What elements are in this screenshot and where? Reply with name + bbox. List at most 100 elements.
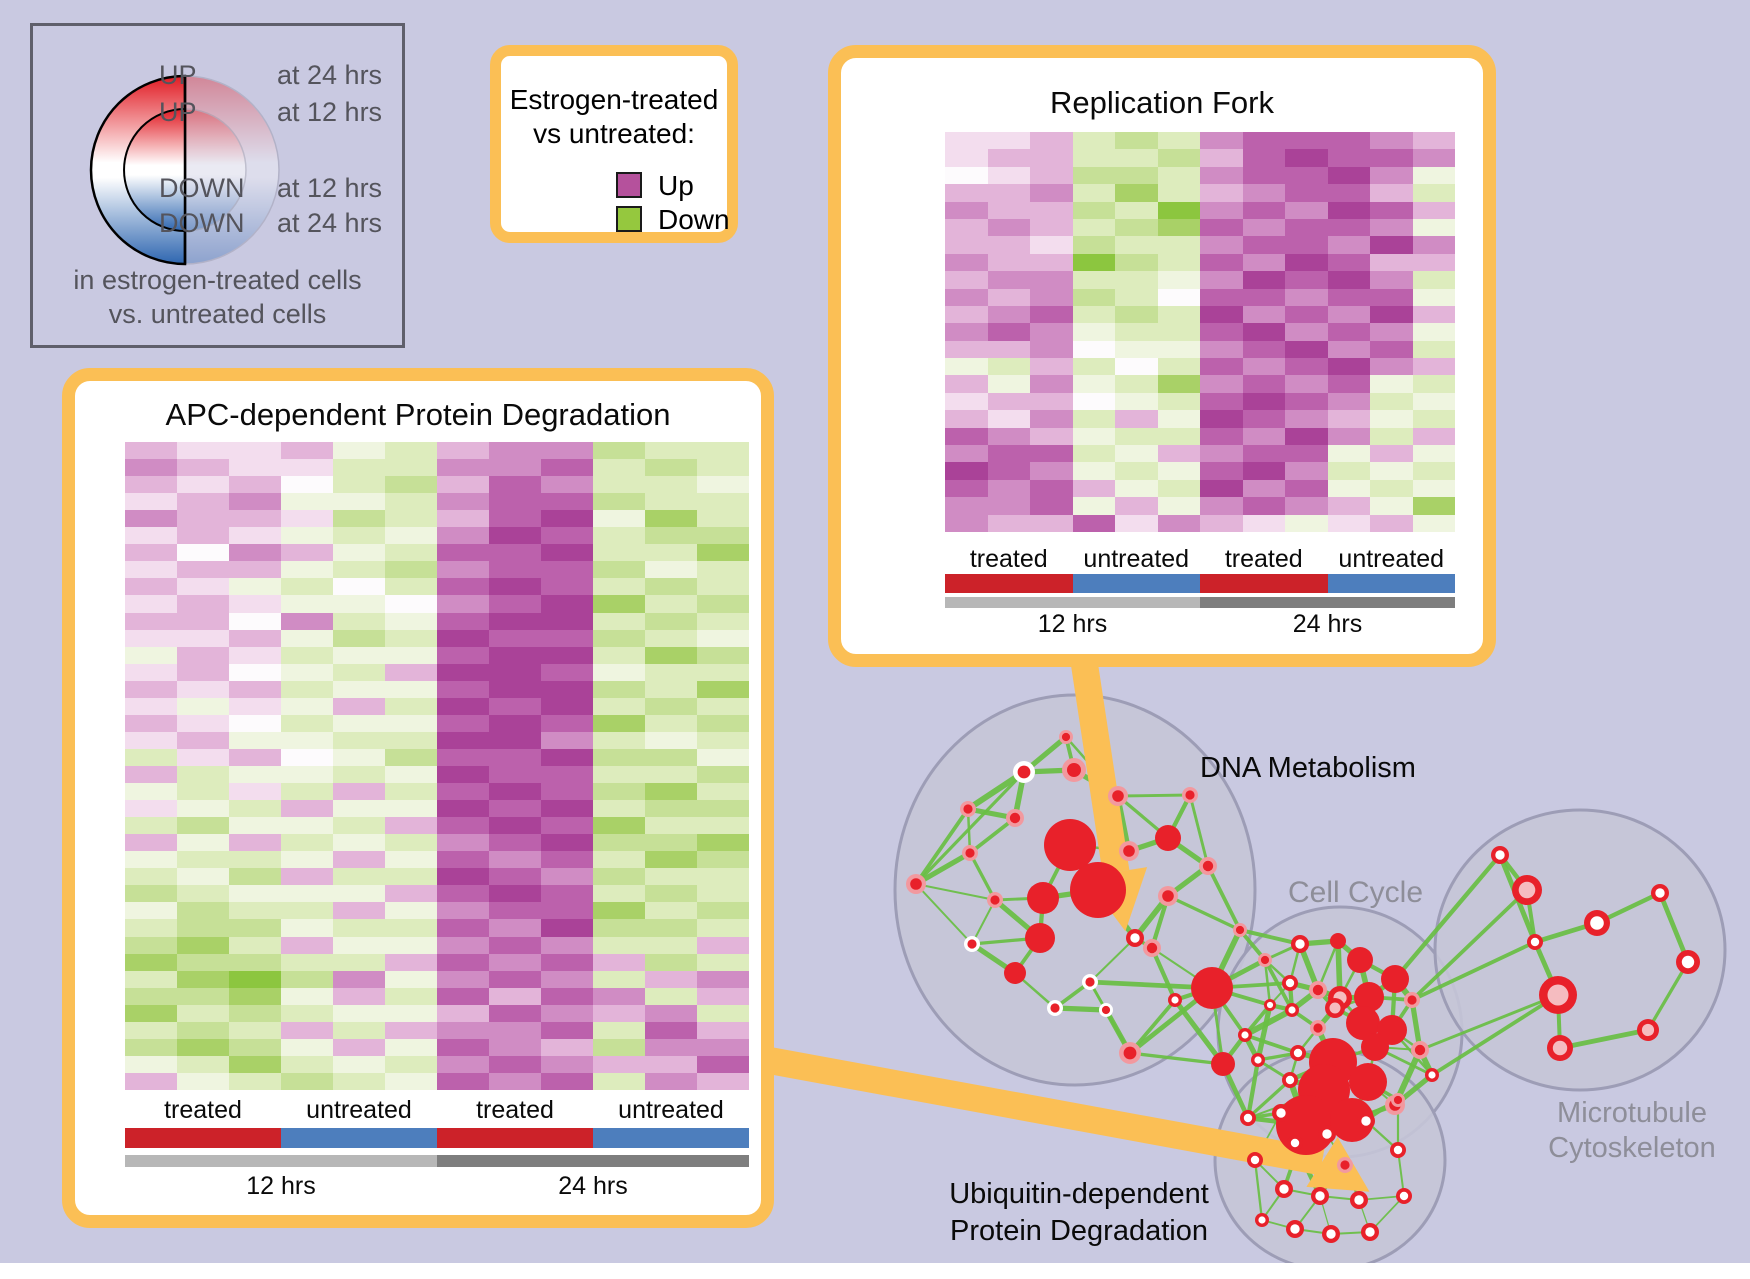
heatmap-cell	[1115, 375, 1158, 393]
heatmap-cell	[1412, 410, 1455, 428]
heatmap-cell	[1030, 358, 1073, 376]
interaction-edge	[1133, 936, 1154, 950]
heatmap-cell	[1200, 358, 1243, 376]
heatmap-cell	[385, 476, 437, 494]
heatmap-cell	[1242, 410, 1285, 428]
heatmap-cell	[1115, 305, 1158, 324]
heatmap-cell	[1370, 132, 1413, 150]
heatmap-cell	[229, 578, 281, 596]
heatmap-cell	[177, 817, 229, 835]
interaction-edge	[1392, 852, 1503, 982]
heatmap-cell	[229, 595, 281, 613]
heatmap-cell	[385, 544, 437, 562]
heatmap-cell	[437, 527, 489, 545]
heatmap-cell	[437, 748, 489, 766]
heatmap-cell	[489, 851, 541, 869]
heatmap-cell	[593, 902, 645, 920]
heatmap-cell	[177, 902, 229, 920]
heatmap-cell	[541, 561, 593, 579]
heatmap-cell	[1200, 271, 1243, 289]
heatmap-cell	[1115, 462, 1158, 480]
heatmap-cell	[125, 714, 177, 732]
heatmap-cell	[945, 305, 988, 324]
heatmap-cell	[1370, 462, 1413, 480]
heatmap-cell	[945, 149, 988, 167]
interaction-edge	[1409, 997, 1423, 1053]
heatmap-cell	[593, 919, 645, 937]
heatmap-cell	[645, 834, 697, 852]
heatmap-cell	[593, 1004, 645, 1022]
heatmap-cell	[645, 1072, 697, 1090]
heatmap-cell	[697, 629, 749, 647]
heatmap-cell	[1327, 305, 1370, 324]
gene-node	[1322, 1225, 1340, 1243]
interaction-edge	[1206, 864, 1242, 932]
heatmap-cell	[1370, 323, 1413, 341]
direction-label: UP	[159, 60, 197, 90]
heatmap-cell	[1115, 288, 1158, 306]
apc-heatmap	[125, 442, 749, 1090]
heatmap-cell	[229, 800, 281, 818]
heatmap-cell	[593, 987, 645, 1005]
heatmap-cell	[645, 902, 697, 920]
heatmap-cell	[1285, 288, 1328, 306]
interaction-edge	[1397, 1149, 1405, 1197]
heatmap-cell	[1030, 271, 1073, 289]
heatmap-cell	[645, 919, 697, 937]
heatmap-cell	[1030, 340, 1073, 359]
heatmap-cell	[1115, 271, 1158, 289]
heatmap-cell	[593, 970, 645, 988]
interaction-edge	[1360, 1020, 1378, 1050]
heatmap-cell	[437, 578, 489, 596]
heatmap-cell	[1327, 514, 1370, 532]
heatmap-cell	[125, 953, 177, 971]
heatmap-cell	[281, 493, 333, 511]
heatmap-cell	[1072, 323, 1115, 341]
heatmap-cell	[1242, 375, 1285, 393]
gene-node	[1276, 1095, 1336, 1155]
cluster-label-line: Protein Degradation	[950, 1215, 1208, 1247]
heatmap-cell	[1072, 392, 1115, 411]
heatmap-cell	[541, 817, 593, 835]
heatmap-cell	[593, 748, 645, 766]
heatmap-cell	[593, 578, 645, 596]
heatmap-cell	[281, 510, 333, 528]
gene-node-core	[1407, 995, 1417, 1005]
heatmap-cell	[1327, 358, 1370, 376]
gene-node-core	[1276, 1108, 1286, 1118]
heatmap-cell	[125, 970, 177, 988]
heatmap-cell	[697, 987, 749, 1005]
heatmap-cell	[177, 1072, 229, 1090]
gene-node	[1119, 1042, 1141, 1064]
heatmap-cell	[1285, 445, 1328, 463]
gene-node-core	[990, 895, 1000, 905]
heatmap-cell	[593, 765, 645, 784]
heatmap-cell	[489, 680, 541, 698]
gene-node	[1547, 1035, 1573, 1061]
heatmap-cell	[1285, 479, 1328, 498]
heatmap-cell	[697, 714, 749, 732]
24hrs-bar	[437, 1155, 749, 1167]
heatmap-cell	[1072, 497, 1115, 515]
gene-node-core	[1254, 1056, 1262, 1064]
legend-caption-line2: vs. untreated cells	[108, 299, 327, 329]
interaction-edge	[1360, 994, 1372, 1026]
heatmap-cell	[177, 765, 229, 784]
cluster-label-line: Ubiquitin-dependent	[949, 1178, 1209, 1210]
heatmap-cell	[1412, 462, 1455, 480]
heatmap-cell	[645, 578, 697, 596]
interaction-edge	[1067, 842, 1101, 893]
down-label: Down	[658, 204, 730, 235]
heatmap-cell	[1242, 479, 1285, 498]
interaction-edge	[1350, 1118, 1368, 1123]
gene-node-core	[1495, 850, 1505, 860]
heatmap-cell	[1200, 166, 1243, 185]
untreated-bar	[1327, 574, 1455, 593]
group-label: untreated	[1338, 545, 1445, 573]
gene-node	[1155, 825, 1181, 851]
heatmap-cell	[541, 885, 593, 903]
gene-node	[906, 874, 926, 894]
interaction-edge	[1343, 1163, 1361, 1202]
interaction-edge	[1297, 941, 1321, 993]
heatmap-cell	[1200, 132, 1243, 150]
